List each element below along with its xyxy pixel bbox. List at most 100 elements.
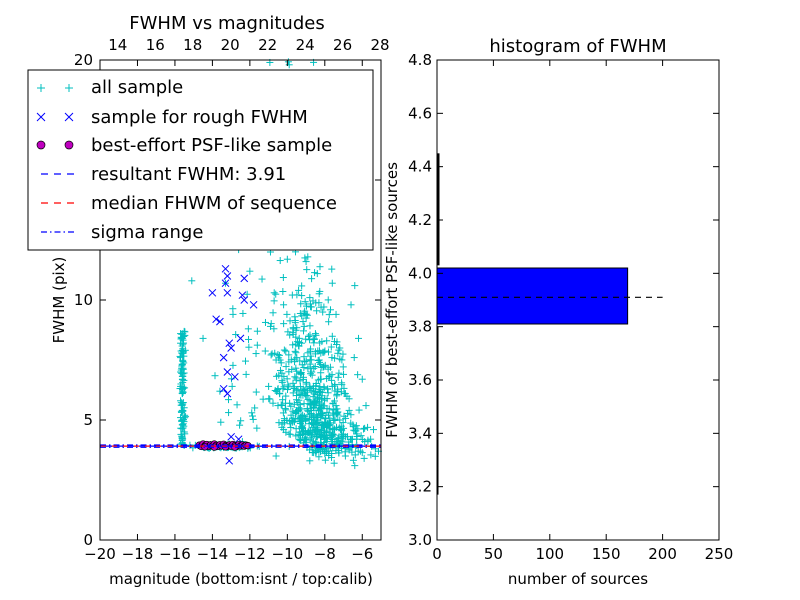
cloud-point-676	[253, 424, 261, 432]
cloud-point-283	[293, 367, 301, 375]
series-0-point-23	[246, 267, 254, 275]
series-0-point-67	[302, 380, 310, 388]
cloud-point-173	[355, 406, 363, 414]
cloud-point-254	[291, 347, 299, 355]
cloud-point-629	[233, 401, 241, 409]
cloud-point-447	[329, 430, 337, 438]
cloud-point-235	[307, 443, 315, 451]
cloud-point-66	[280, 346, 288, 354]
histogram-y-tick-label-9: 4.8	[408, 51, 432, 69]
cloud-point-795	[337, 425, 345, 433]
cloud-point-679	[280, 320, 288, 328]
cloud-point-671	[261, 318, 269, 326]
cloud-point-646	[272, 290, 280, 298]
cloud-point-365	[330, 337, 338, 345]
legend-marker-1-a-b	[36, 112, 46, 122]
cloud-point-110	[279, 274, 287, 282]
cloud-point-482	[282, 399, 290, 407]
series-0-point-10	[178, 406, 186, 414]
series-1-point-7-b	[249, 300, 258, 309]
cloud-point-690	[284, 58, 292, 66]
series-0-point-109	[253, 327, 261, 335]
series-0-point-116	[283, 255, 291, 263]
cloud-point-420	[318, 338, 326, 346]
cloud-point-306	[285, 368, 293, 376]
legend-marker-0-a	[37, 84, 45, 92]
series-0-point-51	[332, 310, 340, 318]
cloud-point-509	[295, 404, 303, 412]
series-0-point-68	[311, 387, 319, 395]
cloud-point-659	[282, 392, 290, 400]
cloud-point-700	[316, 263, 324, 271]
cloud-point-635	[227, 375, 235, 383]
legend-entry-rough-fwhm: sample for rough FWHM	[36, 107, 308, 128]
legend-label-all-sample: all sample	[91, 77, 183, 98]
series-0-point-66	[341, 390, 349, 398]
cloud-point-354	[284, 328, 292, 336]
series-0-point-124	[362, 402, 370, 410]
cloud-point-439	[305, 416, 313, 424]
series-1-point-16	[219, 384, 228, 393]
series-1-point-14	[223, 368, 232, 376]
cloud-point-654	[228, 382, 236, 390]
legend-marker-0-b	[65, 84, 73, 92]
series-0-point-90	[296, 435, 304, 443]
cloud-point-454	[339, 363, 347, 371]
series-0-point-110	[229, 310, 237, 318]
cloud-point-667	[258, 275, 266, 283]
series-0-point-0	[177, 330, 185, 338]
cloud-point-641	[267, 351, 275, 359]
cloud-point-264	[344, 410, 352, 418]
cloud-point-340	[315, 299, 323, 307]
cloud-point-785	[315, 453, 323, 461]
series-0-point-97	[291, 373, 299, 381]
cloud-point-12	[354, 371, 362, 379]
histogram-x-tick-label-0: 0	[432, 545, 442, 563]
cloud-point-515	[306, 331, 314, 339]
series-0-point-127	[347, 301, 355, 309]
cloud-point-764	[321, 456, 329, 464]
cloud-point-184	[336, 355, 344, 363]
cloud-point-653	[217, 418, 225, 426]
series-0-point-30	[265, 382, 273, 390]
cloud-point-758	[364, 423, 372, 431]
cloud-point-606	[177, 407, 185, 415]
cloud-point-604	[178, 364, 186, 372]
cloud-point-84	[285, 351, 293, 359]
cloud-point-728	[298, 282, 306, 290]
cloud-point-252	[286, 331, 294, 339]
series-1-point-20-b	[227, 432, 235, 441]
series-1-point-8	[212, 315, 221, 324]
cloud-point-757	[351, 451, 359, 459]
scatter-y-axis-label: FWHM (pix)	[50, 257, 68, 344]
series-1-point-3-b	[223, 288, 232, 297]
cloud-point-470	[328, 371, 336, 379]
cloud-point-723	[301, 254, 309, 262]
series-0-point-56	[336, 344, 344, 352]
cloud-point-286	[312, 448, 320, 456]
cloud-point-97	[301, 298, 309, 306]
cloud-point-457	[307, 386, 315, 394]
cloud-point-502	[306, 356, 314, 364]
cloud-point-664	[252, 388, 260, 396]
series-0-point-45	[302, 258, 310, 266]
cloud-point-625	[289, 324, 297, 332]
series-0-point-79	[328, 426, 336, 434]
series-0-point-91	[321, 450, 329, 458]
series-1-point-12-b	[236, 334, 245, 343]
legend-marker-2-b	[64, 140, 74, 150]
legend-marker-1-b-b	[64, 112, 74, 122]
cloud-point-72	[300, 353, 308, 361]
series-0-point-11	[177, 414, 185, 422]
histogram-y-tick-label-7: 4.4	[408, 158, 432, 176]
series-0-point-14	[178, 435, 186, 443]
series-0-point-78	[319, 421, 327, 429]
series-0-point-75	[336, 416, 344, 424]
cloud-point-630	[245, 343, 253, 351]
cloud-point-622	[259, 395, 267, 403]
cloud-point-350	[296, 428, 304, 436]
cloud-point-765	[323, 422, 331, 430]
cloud-point-672	[253, 341, 261, 349]
series-1-point-19-b	[225, 456, 234, 465]
cloud-point-511	[297, 391, 305, 399]
